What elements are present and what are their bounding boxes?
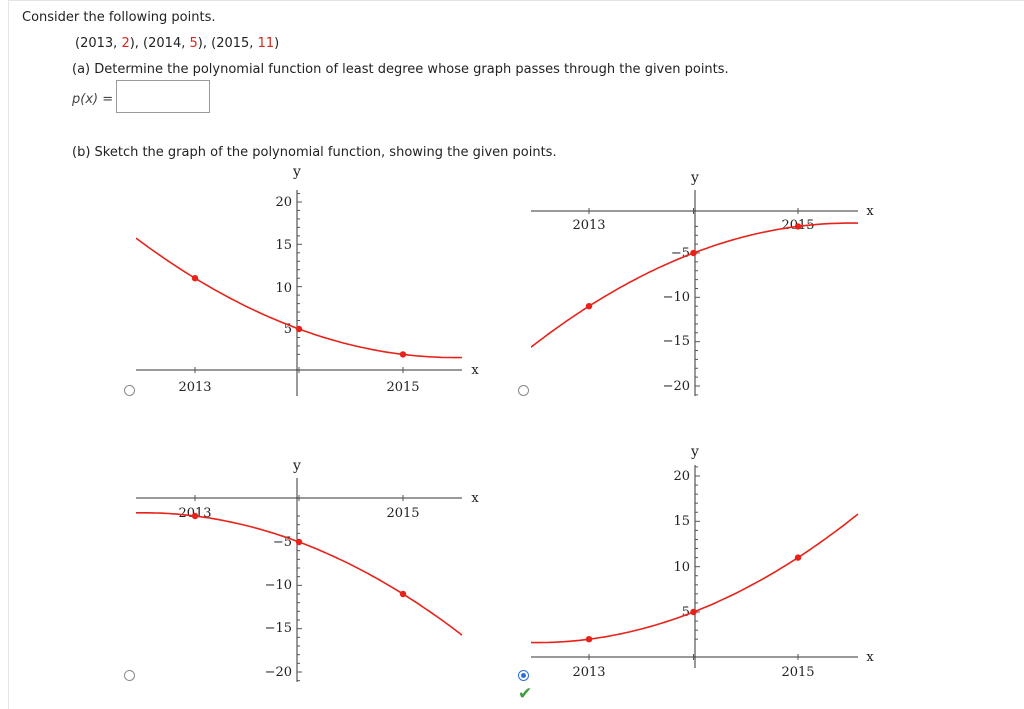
px-label: p(x) = (72, 92, 114, 107)
data-point-2 (794, 223, 802, 230)
data-point-0 (585, 303, 593, 310)
x-tick-label: 2015 (781, 665, 814, 680)
curve (136, 511, 463, 636)
y-tick-label: 15 (275, 238, 292, 253)
given-points: (2013, 2), (2014, 5), (2015, 11) (75, 36, 280, 51)
data-point-1 (295, 538, 303, 546)
y-axis-label: y (690, 170, 699, 186)
question-frame (8, 0, 1024, 709)
point-2-x: 2014 (148, 36, 182, 51)
y-tick-label: −5 (671, 246, 690, 261)
x-axis-label: x (866, 204, 874, 219)
y-tick-label: −15 (265, 621, 292, 636)
point-1-y: 2 (121, 36, 130, 51)
data-point-0 (191, 512, 199, 520)
part-a-text: (a) Determine the polynomial function of… (72, 62, 729, 77)
point-3-y: 11 (257, 36, 275, 51)
curve (136, 237, 463, 359)
point-3-x: 2015 (216, 36, 250, 51)
data-point-1 (690, 249, 697, 257)
data-point-1 (295, 325, 303, 333)
data-point-0 (191, 275, 199, 282)
option-radio-0[interactable] (124, 385, 135, 396)
px-answer-input[interactable] (116, 80, 210, 113)
x-axis-label: x (471, 363, 479, 378)
y-tick-label: 5 (284, 322, 292, 337)
y-tick-label: −15 (663, 334, 690, 349)
option-radio-3[interactable] (518, 670, 529, 681)
y-tick-label: −20 (663, 379, 690, 394)
data-point-2 (399, 351, 407, 358)
y-tick-label: 20 (275, 195, 292, 210)
x-axis-label: x (866, 650, 874, 665)
y-tick-label: 10 (673, 560, 690, 575)
x-tick-label: 2015 (386, 380, 419, 395)
y-tick-label: −5 (273, 535, 292, 550)
data-point-1 (690, 608, 697, 616)
y-axis-label: y (292, 458, 301, 474)
y-tick-label: 10 (275, 281, 292, 296)
data-point-2 (399, 590, 407, 598)
data-point-2 (794, 554, 802, 561)
y-tick-label: 20 (673, 469, 690, 484)
x-tick-label: 2013 (572, 218, 605, 233)
check-mark-icon: ✔ (518, 684, 533, 704)
point-2-y: 5 (189, 36, 198, 51)
option-graph-2: −5−10−15−2020132015yx (136, 458, 479, 682)
point-1-x: 2013 (80, 36, 114, 51)
y-tick-label: −20 (265, 665, 292, 680)
y-tick-label: 5 (682, 605, 690, 620)
x-tick-label: 2013 (572, 665, 605, 680)
y-tick-label: −10 (663, 290, 690, 305)
y-axis-label: y (292, 164, 301, 180)
part-b-text: (b) Sketch the graph of the polynomial f… (72, 145, 557, 160)
option-radio-1[interactable] (518, 385, 529, 396)
y-axis-label: y (690, 444, 699, 460)
question-prompt: Consider the following points. (22, 10, 216, 25)
y-tick-label: −10 (265, 578, 292, 593)
x-tick-label: 2013 (178, 380, 211, 395)
option-radio-2[interactable] (124, 670, 135, 681)
y-tick-label: 15 (673, 514, 690, 529)
data-point-0 (585, 636, 593, 643)
x-axis-label: x (471, 491, 479, 506)
x-tick-label: 2015 (386, 506, 419, 521)
option-graph-1: −5−10−15−2020132015yx (531, 170, 874, 396)
